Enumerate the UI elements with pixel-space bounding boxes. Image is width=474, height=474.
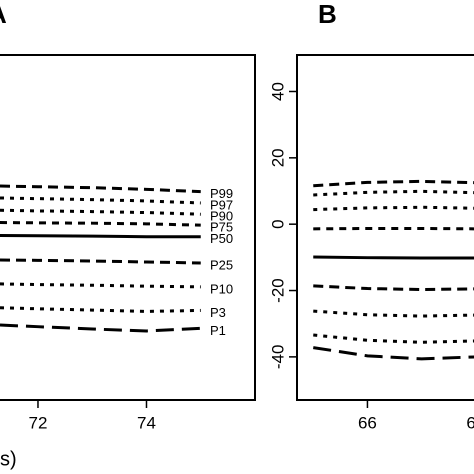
plot-frame (296, 54, 474, 401)
percentile-line (313, 284, 474, 292)
percentile-line (0, 233, 201, 239)
percentile-line (313, 179, 474, 188)
y-tick-label: -40 (268, 345, 287, 370)
percentile-line (313, 346, 474, 361)
percentile-line (313, 205, 474, 212)
percentile-line (0, 208, 201, 216)
series-label: P99 (210, 186, 233, 201)
y-tick-label: 0 (268, 219, 287, 228)
percentile-line (313, 309, 474, 318)
series-label: P10 (210, 281, 233, 296)
y-tick-label: 20 (268, 148, 287, 167)
series-label: P25 (210, 257, 233, 272)
y-tick-label: -20 (268, 278, 287, 303)
panel-label: A (0, 0, 7, 29)
percentile-line (0, 282, 201, 289)
percentile-line (0, 184, 201, 194)
x-tick-label: 72 (29, 413, 48, 432)
x-axis-label: s) (0, 448, 17, 470)
percentile-line (313, 226, 474, 231)
y-tick-label: 40 (268, 82, 287, 101)
percentile-line (0, 196, 201, 205)
series-label: P90 (210, 209, 233, 224)
x-tick-label: 68 (466, 413, 474, 432)
series-label: P1 (210, 323, 226, 338)
series-label: P75 (210, 220, 233, 235)
plot-frame (0, 54, 256, 401)
percentile-line (0, 258, 201, 265)
percentile-line (313, 255, 474, 260)
series-label: P97 (210, 197, 233, 212)
x-tick-label: 66 (358, 413, 377, 432)
series-label: P3 (210, 305, 226, 320)
panel-label: B (318, 0, 337, 29)
percentile-line (0, 221, 201, 227)
percentile-line (313, 189, 474, 197)
percentile-line (0, 323, 201, 333)
percentile-line (0, 306, 201, 313)
x-tick-label: 74 (137, 413, 156, 432)
series-label: P50 (210, 231, 233, 246)
percentile-line (313, 333, 474, 344)
